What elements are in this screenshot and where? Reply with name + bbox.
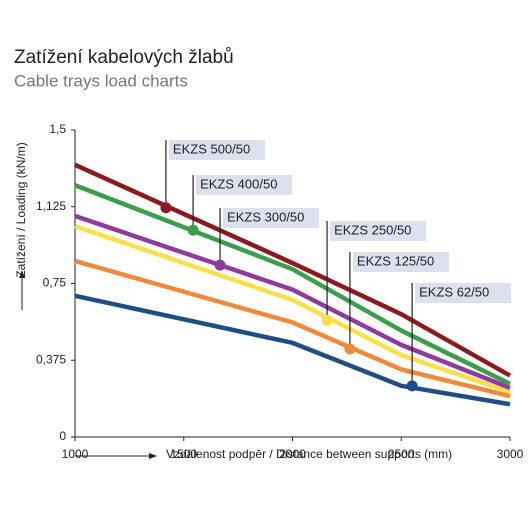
marker xyxy=(187,224,199,236)
x-tick-label: 2500 xyxy=(388,447,415,461)
series-label: EKZS 500/50 xyxy=(173,141,250,156)
marker xyxy=(406,380,418,392)
label-box xyxy=(352,252,449,272)
chart-title: Zatížení kabelových žlabů xyxy=(14,47,234,68)
chart-subtitle: Cable trays load charts xyxy=(14,71,188,90)
series-label: EKZS 250/50 xyxy=(334,222,411,237)
series-line xyxy=(74,183,511,386)
series-label: EKZS 125/50 xyxy=(357,253,434,268)
y-tick-label: 1,5 xyxy=(49,122,66,136)
x-tick-label: 2000 xyxy=(279,447,306,461)
marker xyxy=(321,314,333,326)
y-tick-label: 0 xyxy=(59,429,66,443)
y-tick-label: 1,125 xyxy=(36,199,66,213)
label-box xyxy=(168,140,265,160)
marker xyxy=(344,343,356,355)
y-tick-label: 0,375 xyxy=(36,352,66,366)
label-box xyxy=(196,175,293,195)
series-line xyxy=(74,213,511,390)
marker xyxy=(214,259,226,271)
series-line xyxy=(74,293,511,407)
series-label: EKZS 300/50 xyxy=(227,209,304,224)
series-label: EKZS 62/50 xyxy=(419,284,489,299)
x-axis-label: Vzdálenost podpěr / Distance between sup… xyxy=(166,447,452,461)
y-tick-label: 0,75 xyxy=(43,276,67,290)
x-tick-label: 3000 xyxy=(497,447,524,461)
x-arrow-head xyxy=(149,453,157,459)
series-label: EKZS 400/50 xyxy=(200,176,277,191)
marker xyxy=(160,202,172,214)
x-tick-label: 1500 xyxy=(170,447,197,461)
label-box xyxy=(330,221,427,241)
y-axis-label: Zatížení / Loading (kN/m) xyxy=(14,142,28,277)
label-box xyxy=(223,208,320,228)
label-box xyxy=(415,283,512,303)
x-tick-label: 1000 xyxy=(62,447,89,461)
series-line xyxy=(74,162,512,378)
y-arrow-head xyxy=(19,270,25,278)
series-line xyxy=(74,224,511,395)
series-line xyxy=(74,258,511,399)
